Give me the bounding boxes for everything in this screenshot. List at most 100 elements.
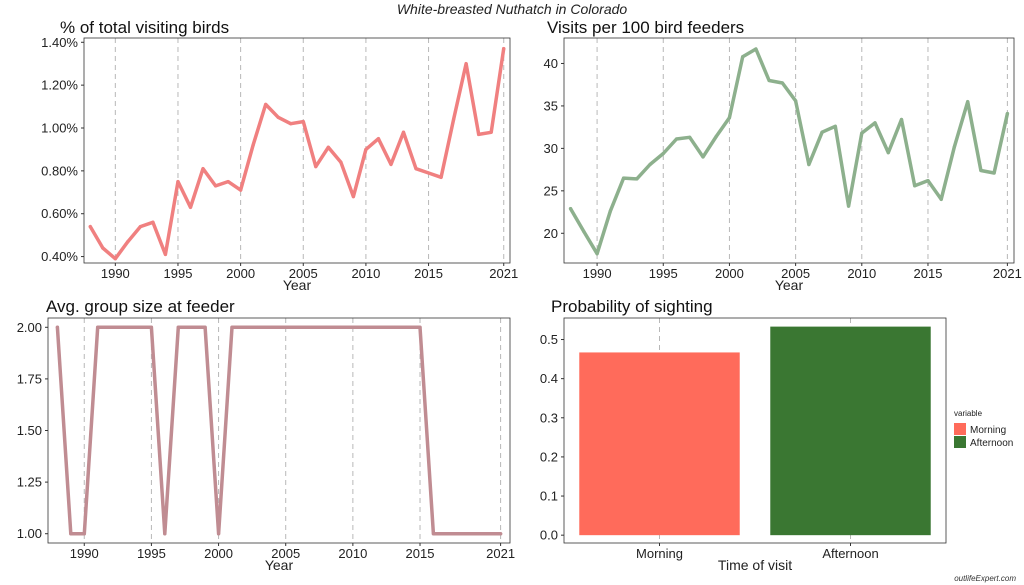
data-point — [126, 239, 130, 244]
data-point — [314, 164, 318, 169]
data-point — [621, 176, 626, 180]
y-tick-label: 1.75 — [17, 371, 42, 386]
data-point — [138, 224, 142, 229]
data-point — [992, 171, 996, 175]
data-point — [714, 134, 718, 139]
data-point — [101, 246, 105, 250]
data-point — [326, 145, 330, 149]
y-tick-label: 1.25 — [17, 475, 42, 490]
data-point — [226, 179, 230, 184]
data-point — [807, 162, 811, 167]
x-axis-label: Year — [283, 277, 312, 293]
y-tick-label: 0.60% — [41, 206, 78, 221]
data-point — [661, 151, 665, 156]
data-point — [464, 62, 468, 66]
legend-swatch — [954, 423, 966, 435]
data-point — [431, 532, 436, 536]
data-point — [96, 325, 100, 329]
data-point — [701, 155, 705, 159]
data-point — [284, 325, 288, 329]
data-point — [69, 532, 73, 536]
x-tick-label: 1995 — [649, 266, 678, 281]
series-line — [55, 325, 503, 536]
data-point — [364, 325, 368, 329]
x-tick-label: 2000 — [715, 266, 744, 281]
data-point — [216, 532, 221, 536]
y-tick-label: 0.0 — [540, 528, 558, 543]
x-tick-label: 2000 — [226, 266, 255, 281]
data-point — [489, 130, 493, 134]
data-point — [595, 252, 599, 256]
data-point — [608, 209, 612, 213]
bar-afternoon — [770, 326, 931, 536]
data-point — [635, 177, 639, 181]
x-tick-label: 2015 — [414, 266, 443, 281]
data-point — [979, 168, 983, 173]
data-point — [82, 532, 86, 536]
data-point — [113, 257, 117, 261]
data-point — [276, 115, 280, 119]
y-tick-label: 1.20% — [41, 78, 78, 93]
data-point — [188, 205, 193, 209]
data-point — [688, 135, 692, 139]
watermark: outlifeExpert.com — [954, 574, 1016, 583]
data-point — [485, 532, 489, 536]
data-point — [251, 143, 255, 147]
data-point — [439, 175, 443, 179]
legend-swatch — [954, 436, 966, 448]
data-point — [754, 47, 758, 51]
chart-title: Probability of sighting — [551, 297, 713, 316]
y-tick-label: 0.1 — [540, 489, 558, 504]
y-tick-label: 0.40% — [41, 249, 78, 264]
x-tick-label: 2000 — [204, 546, 233, 561]
data-point — [939, 197, 943, 201]
data-point — [176, 325, 180, 329]
chart-panel-3: Avg. group size at feeder 1990 1995 2000 200… — [17, 297, 515, 573]
data-point — [163, 252, 168, 257]
data-point — [569, 207, 573, 211]
data-point — [846, 204, 851, 208]
data-point — [163, 532, 167, 536]
data-point — [351, 325, 355, 329]
series-line — [568, 47, 1010, 256]
data-point — [203, 325, 207, 329]
data-point — [301, 119, 305, 124]
legend-title: variable — [954, 409, 983, 418]
data-point — [176, 179, 180, 184]
data-point — [337, 325, 342, 329]
legend-entry: Morning — [970, 425, 1006, 436]
x-tick-label: Morning — [636, 546, 683, 561]
figure-title: White-breasted Nuthatch in Colorado — [396, 1, 628, 17]
data-point — [324, 325, 328, 329]
data-point — [376, 137, 381, 141]
plot-frame — [563, 317, 947, 544]
data-point — [297, 325, 301, 329]
data-point — [966, 100, 970, 104]
chart-title: Avg. group size at feeder — [46, 297, 235, 316]
data-point — [88, 224, 92, 229]
plot-frame — [563, 37, 1015, 264]
data-point — [873, 121, 877, 125]
x-tick-label: 2010 — [847, 266, 876, 281]
plot-frame — [47, 317, 511, 544]
y-tick-label: 1.40% — [41, 35, 78, 50]
x-tick-label: 2021 — [486, 546, 515, 561]
chart-title: % of total visiting birds — [60, 18, 229, 37]
y-tick-label: 40 — [544, 56, 558, 71]
data-point — [498, 532, 503, 536]
data-point — [767, 78, 771, 83]
data-point — [401, 130, 406, 134]
data-point — [860, 131, 864, 135]
data-point — [289, 122, 293, 126]
x-tick-label: 1990 — [583, 266, 612, 281]
data-point — [445, 532, 449, 536]
data-point — [414, 167, 418, 171]
x-tick-label: 2015 — [914, 266, 943, 281]
data-point — [458, 532, 462, 536]
data-point — [213, 184, 218, 188]
data-point — [820, 130, 824, 134]
x-tick-label: Afternoon — [822, 546, 878, 561]
data-point — [426, 171, 431, 175]
x-tick-label: 2021 — [993, 266, 1022, 281]
chart-panel-1: % of total visiting birds 1990 1995 2000 200… — [41, 18, 518, 293]
